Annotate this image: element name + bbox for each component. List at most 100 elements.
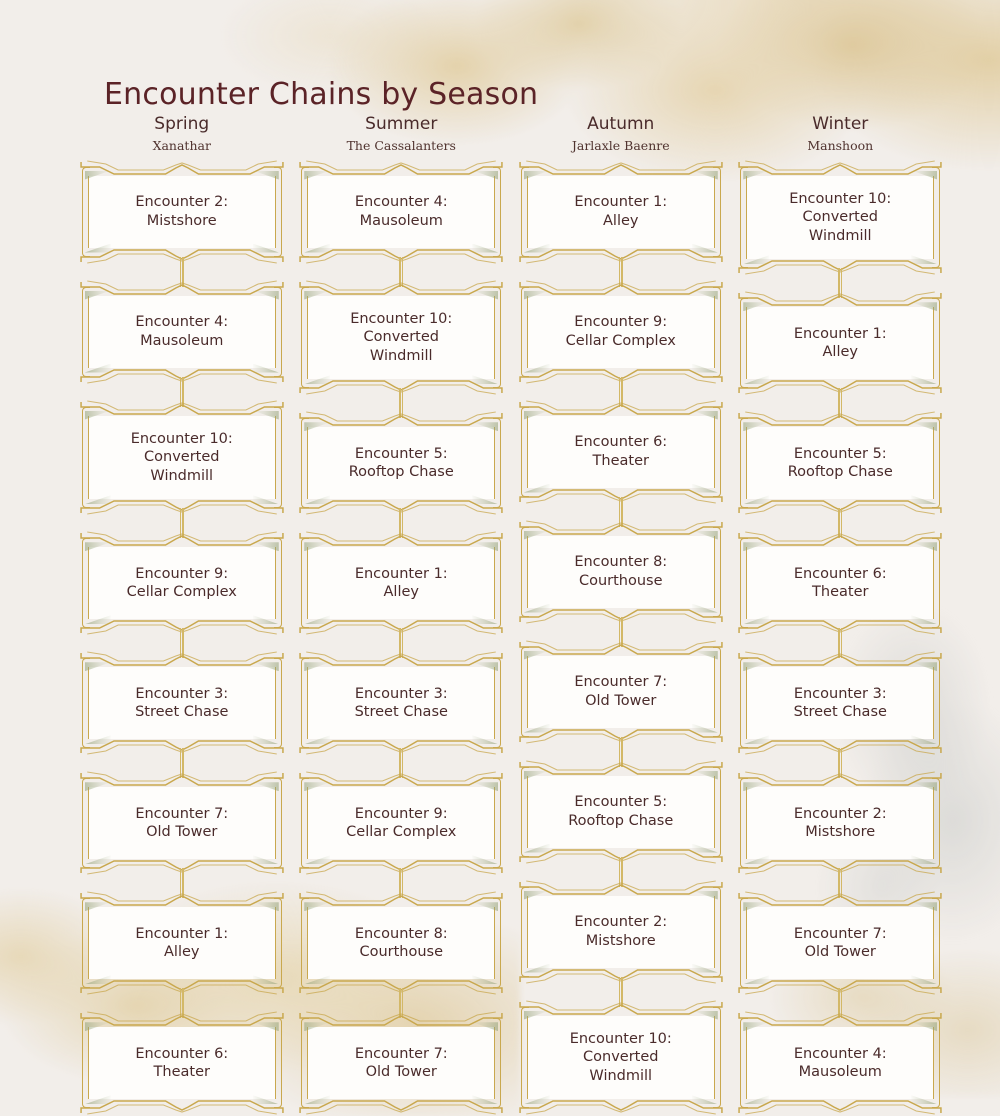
chain-connector bbox=[618, 856, 623, 887]
card-corner-accent-icon bbox=[472, 422, 499, 432]
encounter-card-body[interactable]: Encounter 9: Cellar Complex bbox=[88, 547, 276, 619]
card-corner-accent-icon bbox=[252, 410, 279, 420]
encounter-card[interactable]: Encounter 1: Alley bbox=[527, 167, 715, 257]
encounter-card[interactable]: Encounter 9: Cellar Complex bbox=[88, 538, 276, 628]
card-corner-accent-icon bbox=[252, 975, 279, 985]
encounter-card-body[interactable]: Encounter 3: Street Chase bbox=[88, 667, 276, 739]
encounter-card-body[interactable]: Encounter 5: Rooftop Chase bbox=[307, 427, 495, 499]
card-corner-accent-icon bbox=[691, 363, 718, 373]
encounter-card-body[interactable]: Encounter 3: Street Chase bbox=[746, 667, 934, 739]
encounter-card[interactable]: Encounter 3: Street Chase bbox=[88, 658, 276, 748]
encounter-card-body[interactable]: Encounter 5: Rooftop Chase bbox=[746, 427, 934, 499]
encounter-card-body[interactable]: Encounter 7: Old Tower bbox=[307, 1027, 495, 1099]
encounter-card[interactable]: Encounter 1: Alley bbox=[307, 538, 495, 628]
encounter-card-body[interactable]: Encounter 7: Old Tower bbox=[88, 787, 276, 859]
encounter-card-body[interactable]: Encounter 2: Mistshore bbox=[527, 896, 715, 968]
season-villain: Xanathar bbox=[152, 137, 211, 153]
encounter-card-body[interactable]: Encounter 4: Mausoleum bbox=[307, 176, 495, 248]
encounter-card[interactable]: Encounter 10: Converted Windmill bbox=[746, 167, 934, 269]
card-corner-accent-icon bbox=[84, 410, 111, 420]
encounter-card[interactable]: Encounter 6: Theater bbox=[746, 538, 934, 628]
encounter-card[interactable]: Encounter 5: Rooftop Chase bbox=[527, 767, 715, 857]
season-column-summer: Summer The Cassalanters Encounter 4: Mauso… bbox=[292, 114, 512, 1108]
encounter-card[interactable]: Encounter 8: Courthouse bbox=[307, 898, 495, 988]
encounter-card-body[interactable]: Encounter 9: Cellar Complex bbox=[307, 787, 495, 859]
encounter-card[interactable]: Encounter 8: Courthouse bbox=[527, 527, 715, 617]
encounter-card[interactable]: Encounter 4: Mausoleum bbox=[746, 1018, 934, 1108]
card-corner-accent-icon bbox=[691, 770, 718, 780]
chain-connector bbox=[179, 988, 184, 1019]
encounter-card-body[interactable]: Encounter 1: Alley bbox=[88, 907, 276, 979]
encounter-card-body[interactable]: Encounter 4: Mausoleum bbox=[88, 296, 276, 368]
encounter-card-body[interactable]: Encounter 6: Theater bbox=[88, 1027, 276, 1099]
encounter-card[interactable]: Encounter 6: Theater bbox=[88, 1018, 276, 1108]
encounter-card-body[interactable]: Encounter 2: Mistshore bbox=[746, 787, 934, 859]
chain-connector bbox=[618, 256, 623, 287]
card-corner-accent-icon bbox=[523, 1010, 550, 1020]
card-corner-accent-icon bbox=[523, 890, 550, 900]
encounter-card-label: Encounter 5: Rooftop Chase bbox=[568, 794, 674, 829]
encounter-card-body[interactable]: Encounter 6: Theater bbox=[746, 547, 934, 619]
chain-connector bbox=[399, 508, 404, 539]
encounter-card[interactable]: Encounter 5: Rooftop Chase bbox=[746, 418, 934, 508]
encounter-card[interactable]: Encounter 7: Old Tower bbox=[746, 898, 934, 988]
card-corner-accent-icon bbox=[472, 855, 499, 865]
card-corner-accent-icon bbox=[743, 542, 770, 552]
encounter-card[interactable]: Encounter 3: Street Chase bbox=[307, 658, 495, 748]
encounter-card-label: Encounter 4: Mausoleum bbox=[135, 314, 229, 349]
encounter-card[interactable]: Encounter 10: Converted Windmill bbox=[307, 287, 495, 389]
encounter-card[interactable]: Encounter 10: Converted Windmill bbox=[88, 407, 276, 509]
encounter-card[interactable]: Encounter 5: Rooftop Chase bbox=[307, 418, 495, 508]
encounter-card[interactable]: Encounter 1: Alley bbox=[88, 898, 276, 988]
encounter-card[interactable]: Encounter 2: Mistshore bbox=[746, 778, 934, 868]
encounter-card-body[interactable]: Encounter 6: Theater bbox=[527, 416, 715, 488]
card-corner-accent-icon bbox=[304, 975, 331, 985]
encounter-card-body[interactable]: Encounter 10: Converted Windmill bbox=[746, 176, 934, 260]
card-corner-accent-icon bbox=[691, 603, 718, 613]
encounter-card[interactable]: Encounter 4: Mausoleum bbox=[307, 167, 495, 257]
encounter-card-body[interactable]: Encounter 4: Mausoleum bbox=[746, 1027, 934, 1099]
encounter-card[interactable]: Encounter 3: Street Chase bbox=[746, 658, 934, 748]
card-corner-accent-icon bbox=[911, 1022, 938, 1032]
card-corner-accent-icon bbox=[691, 243, 718, 253]
encounter-card-body[interactable]: Encounter 7: Old Tower bbox=[746, 907, 934, 979]
encounter-card-body[interactable]: Encounter 8: Courthouse bbox=[307, 907, 495, 979]
encounter-card-label: Encounter 4: Mausoleum bbox=[793, 1045, 887, 1081]
encounter-card-body[interactable]: Encounter 7: Old Tower bbox=[527, 656, 715, 728]
encounter-card[interactable]: Encounter 2: Mistshore bbox=[88, 167, 276, 257]
encounter-card-body[interactable]: Encounter 1: Alley bbox=[746, 307, 934, 379]
encounter-card-body[interactable]: Encounter 9: Cellar Complex bbox=[527, 296, 715, 368]
card-corner-accent-icon bbox=[252, 782, 279, 792]
card-corner-accent-icon bbox=[304, 375, 331, 385]
card-corner-accent-icon bbox=[743, 375, 770, 385]
encounter-card-body[interactable]: Encounter 1: Alley bbox=[527, 176, 715, 248]
card-corner-accent-icon bbox=[304, 735, 331, 745]
encounter-card-body[interactable]: Encounter 10: Converted Windmill bbox=[307, 296, 495, 380]
encounter-card[interactable]: Encounter 4: Mausoleum bbox=[88, 287, 276, 377]
encounter-card-body[interactable]: Encounter 10: Converted Windmill bbox=[527, 1016, 715, 1100]
encounter-card[interactable]: Encounter 1: Alley bbox=[746, 298, 934, 388]
encounter-card-body[interactable]: Encounter 8: Courthouse bbox=[527, 536, 715, 608]
encounter-card[interactable]: Encounter 7: Old Tower bbox=[307, 1018, 495, 1108]
encounter-card[interactable]: Encounter 7: Old Tower bbox=[88, 778, 276, 868]
encounter-card[interactable]: Encounter 10: Converted Windmill bbox=[527, 1007, 715, 1109]
encounter-card-body[interactable]: Encounter 2: Mistshore bbox=[88, 176, 276, 248]
encounter-card[interactable]: Encounter 9: Cellar Complex bbox=[527, 287, 715, 377]
encounter-card-body[interactable]: Encounter 10: Converted Windmill bbox=[88, 416, 276, 500]
encounter-card[interactable]: Encounter 2: Mistshore bbox=[527, 887, 715, 977]
encounter-card-body[interactable]: Encounter 5: Rooftop Chase bbox=[527, 776, 715, 848]
card-corner-accent-icon bbox=[84, 363, 111, 373]
encounter-card[interactable]: Encounter 7: Old Tower bbox=[527, 647, 715, 737]
card-corner-accent-icon bbox=[691, 1010, 718, 1020]
card-corner-accent-icon bbox=[691, 483, 718, 493]
season-column-spring: Spring Xanathar Encounter 2: Mistshore Enco… bbox=[72, 114, 292, 1108]
encounter-card[interactable]: Encounter 9: Cellar Complex bbox=[307, 778, 495, 868]
encounter-card[interactable]: Encounter 6: Theater bbox=[527, 407, 715, 497]
card-corner-accent-icon bbox=[304, 542, 331, 552]
card-corner-accent-icon bbox=[911, 302, 938, 312]
card-corner-accent-icon bbox=[743, 902, 770, 912]
card-corner-accent-icon bbox=[252, 170, 279, 180]
card-ornament-top-icon bbox=[737, 160, 943, 176]
encounter-card-body[interactable]: Encounter 3: Street Chase bbox=[307, 667, 495, 739]
encounter-card-body[interactable]: Encounter 1: Alley bbox=[307, 547, 495, 619]
